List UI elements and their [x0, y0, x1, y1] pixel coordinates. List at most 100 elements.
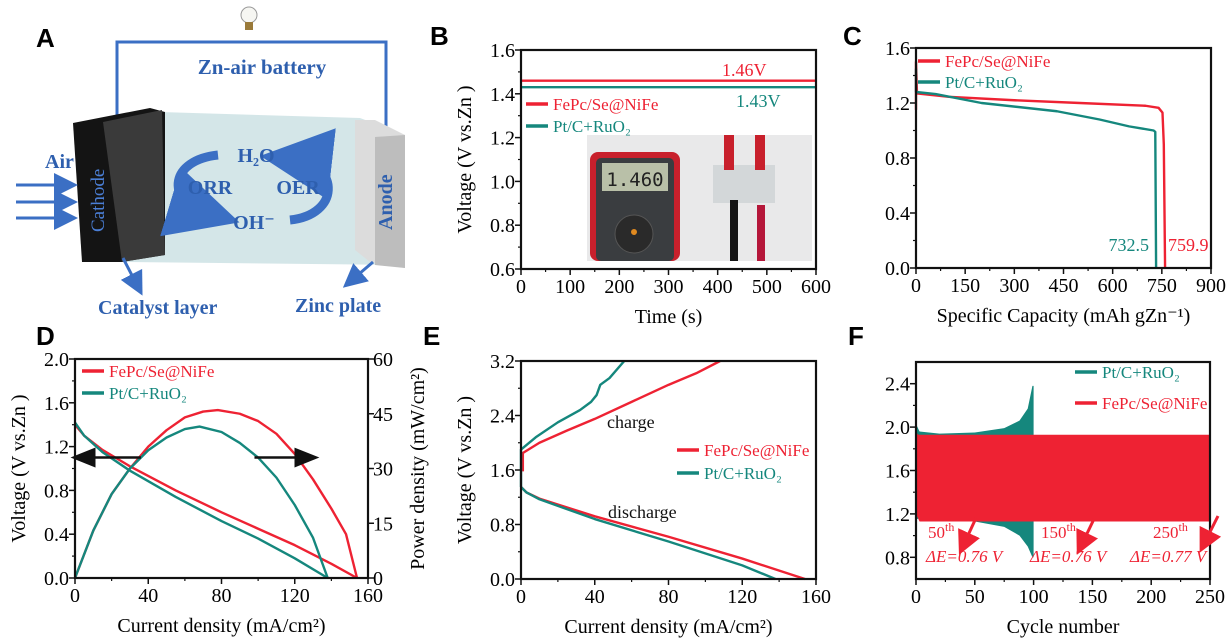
legend-label: Pt/C+RuO₂ [1102, 363, 1180, 382]
diagram-title: Zn-air battery [198, 55, 327, 79]
y-tick-label: 0.8 [490, 215, 515, 237]
legend-label: FePc/Se@NiFe [704, 441, 809, 460]
orr-cycle-arrow [160, 150, 240, 237]
zinc-pointer-arrow [342, 260, 374, 288]
y-tick-label: 1.4 [490, 84, 515, 106]
pointer-arrow-icon [1199, 515, 1222, 553]
x-tick-label: 600 [801, 276, 831, 298]
y-axis-label: Voltage (V vs.Zn ) [454, 396, 476, 544]
y-tick-label: 1.2 [490, 128, 515, 150]
annotation-label: 732.5 [1109, 235, 1150, 255]
x-tick-label: 150 [1077, 586, 1107, 608]
x-tick-label: 150 [950, 275, 980, 297]
x-axis-label: Current density (mA/cm²) [564, 616, 772, 638]
battery-cell [713, 165, 775, 203]
legend-label: Pt/C+RuO₂ [704, 464, 782, 483]
black-probe [730, 200, 738, 261]
panel-d-chart: D 0 40 80 120 160 0.0 0.4 0.8 1.2 1.6 2.0 0 15 30 45 60 P… [8, 321, 429, 637]
inset-photo: 1.460 [587, 135, 812, 261]
y-tick-label: 2.0 [885, 417, 910, 439]
x-tick-label: 40 [585, 586, 605, 608]
y-right-tick-label: 30 [373, 459, 393, 481]
x-tick-label: 80 [659, 586, 679, 608]
pointer-arrow-icon [958, 517, 980, 555]
annotation-label: 759.9 [1168, 235, 1209, 255]
x-tick-label: 120 [727, 586, 757, 608]
y-axis-label: Voltage (V vs.Zn ) [454, 85, 476, 233]
x-tick-label: 400 [703, 276, 733, 298]
series-line-1 [914, 68, 1158, 269]
x-tick-label: 0 [516, 276, 526, 298]
legend-label: Pt/C+RuO₂ [553, 117, 631, 136]
series-line-0 [520, 486, 806, 581]
x-tick-label: 200 [1136, 586, 1166, 608]
x-tick-label: 300 [999, 275, 1029, 297]
legend-label: FePc/Se@NiFe [109, 362, 214, 381]
series-line-3 [519, 360, 626, 488]
panel-label-f: F [848, 321, 864, 351]
panel-label-c: C [843, 21, 862, 51]
x-tick-label: 200 [604, 276, 634, 298]
legend-label: Pt/C+RuO₂ [109, 384, 187, 403]
y-right-tick-label: 45 [373, 404, 393, 426]
x-tick-label: 0 [911, 586, 921, 608]
series-line-1 [74, 421, 329, 580]
pointer-arrow-icon [1076, 518, 1099, 555]
legend-label: FePc/Se@NiFe [553, 95, 658, 114]
y-tick-label: 1.6 [885, 38, 910, 60]
series-line-2 [521, 359, 721, 472]
panel-label-d: D [36, 321, 55, 351]
x-tick-label: 0 [516, 586, 526, 608]
x-tick-label: 0 [911, 275, 921, 297]
x-tick-label: 450 [1049, 275, 1079, 297]
y-tick-label: 0.4 [885, 203, 910, 225]
x-axis-label: Time (s) [635, 306, 703, 328]
y-axis-label: Voltage (V vs.Zn ) [8, 394, 30, 542]
panel-label-a: A [36, 23, 55, 53]
delta-e-label: ΔE=0.76 V [1029, 547, 1109, 566]
circuit-wire [115, 40, 388, 128]
red-probe [757, 205, 765, 261]
h2o-label: H₂O [237, 145, 274, 167]
y-tick-label: 0.8 [44, 480, 69, 502]
series-line-1 [520, 486, 776, 581]
annotation-label: 1.46V [722, 60, 767, 80]
cycle-label: 250th [1153, 520, 1188, 542]
panel-e-chart: E 0 40 80 120 160 0.0 0.8 1.6 2.4 3.2 Current densi… [423, 321, 831, 638]
zinc-plate-label: Zinc plate [295, 295, 381, 317]
light-bulb-icon [240, 6, 258, 30]
y-tick-label: 0.0 [44, 568, 69, 590]
legend-label: FePc/Se@NiFe [945, 52, 1050, 71]
y-tick-label: 1.6 [44, 393, 69, 415]
y-tick-label: 0.0 [490, 569, 515, 591]
panel-b-chart: B 1.460 0 100 200 300 400 500 600 0.6 0.8 1.0 1.2 1.4… [430, 21, 831, 328]
oer-label: OER [276, 177, 320, 199]
panel-label-e: E [423, 321, 440, 351]
x-tick-label: 40 [138, 585, 158, 607]
y-tick-label: 1.2 [44, 437, 69, 459]
oh-label: OH⁻ [233, 212, 275, 234]
panel-label-b: B [430, 21, 449, 51]
x-tick-label: 100 [555, 276, 585, 298]
multimeter-display [602, 163, 668, 191]
catalyst-pointer-arrow [120, 257, 143, 296]
y-tick-label: 2.4 [885, 374, 910, 396]
air-label: Air [45, 151, 74, 173]
x-tick-label: 750 [1147, 275, 1177, 297]
y-tick-label: 1.2 [885, 93, 910, 115]
x-tick-label: 50 [965, 586, 985, 608]
orr-label: ORR [188, 177, 233, 199]
x-tick-label: 250 [1195, 586, 1225, 608]
annotation-label: 1.43V [736, 91, 781, 111]
annotation-label: discharge [608, 502, 677, 522]
y-right-tick-label: 0 [373, 568, 383, 590]
legend-label: FePc/Se@NiFe [1102, 394, 1207, 413]
panel-c-chart: C 0 150 300 450 600 750 900 0.0 0.4 0.8 1.2 1.6 Speci… [843, 21, 1226, 327]
y-tick-label: 1.6 [490, 40, 515, 62]
x-tick-label: 600 [1098, 275, 1128, 297]
y-tick-label: 0.8 [885, 148, 910, 170]
anode-plate-face [375, 135, 405, 268]
annotation-label: charge [607, 412, 655, 432]
